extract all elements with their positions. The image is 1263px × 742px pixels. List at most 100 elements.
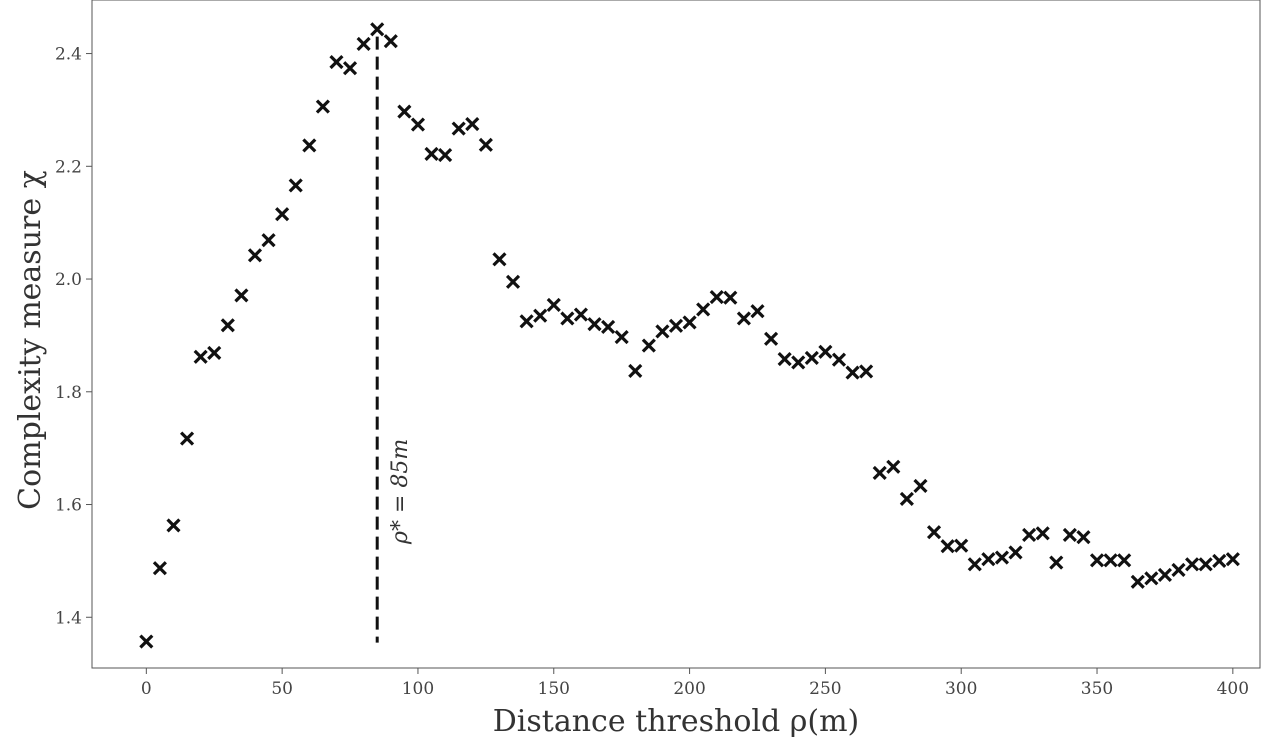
data-point xyxy=(546,297,561,313)
data-point xyxy=(180,431,195,446)
data-point xyxy=(1185,557,1200,572)
data-point xyxy=(573,307,588,322)
data-point xyxy=(424,146,439,161)
x-tick-label: 350 xyxy=(1081,679,1113,699)
data-point xyxy=(628,363,643,378)
data-point xyxy=(1117,553,1132,568)
data-point xyxy=(1198,557,1213,572)
data-point xyxy=(478,137,493,152)
y-axis-ticks: 1.4 1.6 1.8 2.0 2.2 2.4 xyxy=(55,45,92,628)
data-point xyxy=(315,99,330,114)
x-axis-ticks: 0 50 100 150 200 250 300 350 400 xyxy=(141,668,1249,699)
data-point xyxy=(207,345,222,360)
x-tick-label: 400 xyxy=(1217,679,1249,699)
data-point xyxy=(139,634,154,649)
data-point xyxy=(465,116,480,132)
data-point xyxy=(750,304,765,319)
data-point xyxy=(994,550,1010,565)
data-point xyxy=(696,302,711,317)
data-point xyxy=(1130,574,1145,589)
data-point xyxy=(329,54,344,70)
data-point xyxy=(804,350,819,366)
data-point xyxy=(410,117,426,132)
data-point xyxy=(247,248,263,263)
data-point xyxy=(614,330,629,345)
data-point xyxy=(1049,555,1064,570)
data-point xyxy=(302,138,317,153)
data-point xyxy=(397,104,412,119)
data-point xyxy=(777,352,792,367)
data-point xyxy=(560,311,575,326)
data-point xyxy=(220,318,235,333)
data-point xyxy=(261,233,276,248)
data-point xyxy=(438,147,453,163)
data-point xyxy=(451,121,466,136)
data-point xyxy=(1035,526,1050,541)
data-point xyxy=(601,319,616,335)
data-point xyxy=(886,459,901,474)
x-tick-label: 100 xyxy=(402,679,434,699)
data-point xyxy=(492,252,507,267)
data-point xyxy=(342,61,358,76)
data-point xyxy=(736,311,751,326)
data-point xyxy=(668,318,684,333)
data-point xyxy=(967,557,982,572)
data-point xyxy=(764,331,779,346)
y-axis-title: Complexity measure χ xyxy=(13,170,48,510)
data-point xyxy=(709,290,724,305)
data-point xyxy=(288,178,303,193)
data-point xyxy=(845,365,860,380)
data-point xyxy=(587,317,602,332)
data-point xyxy=(1076,530,1091,545)
data-point xyxy=(370,22,385,37)
data-point xyxy=(275,207,290,222)
data-point xyxy=(954,538,969,553)
data-markers xyxy=(139,22,1240,649)
data-point xyxy=(519,314,534,329)
plot-frame xyxy=(91,0,1261,669)
y-tick-label: 1.6 xyxy=(55,496,82,516)
data-point xyxy=(655,324,670,339)
data-point xyxy=(505,274,521,289)
data-point xyxy=(1144,571,1159,586)
data-point xyxy=(641,338,656,353)
y-tick-label: 2.2 xyxy=(55,157,82,177)
data-point xyxy=(356,36,371,52)
data-point xyxy=(818,344,833,359)
data-point xyxy=(1089,553,1105,568)
data-point xyxy=(913,478,928,493)
x-tick-label: 150 xyxy=(538,679,570,699)
y-tick-label: 2.0 xyxy=(55,270,82,290)
data-point xyxy=(723,290,738,305)
data-point xyxy=(859,364,874,379)
data-point xyxy=(1157,567,1172,583)
data-point xyxy=(152,561,167,576)
x-tick-label: 300 xyxy=(945,679,977,699)
y-tick-label: 1.8 xyxy=(55,383,82,403)
y-tick-label: 1.4 xyxy=(55,608,82,628)
optimal-threshold-label: ρ* = 85m xyxy=(388,439,413,545)
y-tick-label: 2.4 xyxy=(55,45,82,65)
data-point xyxy=(234,288,249,303)
data-point xyxy=(1212,553,1227,568)
data-point xyxy=(1062,527,1077,543)
data-point xyxy=(1103,553,1118,568)
x-tick-label: 0 xyxy=(141,679,152,699)
data-point xyxy=(981,552,996,567)
x-tick-label: 200 xyxy=(673,679,705,699)
data-point xyxy=(533,308,548,323)
data-point xyxy=(682,315,697,330)
x-axis-title: Distance threshold ρ(m) xyxy=(493,704,859,739)
data-point xyxy=(193,349,208,364)
data-point xyxy=(872,465,887,481)
data-point xyxy=(1008,545,1023,560)
data-point xyxy=(926,525,942,540)
data-point xyxy=(791,355,806,370)
data-point xyxy=(1022,527,1037,543)
data-point xyxy=(831,352,847,367)
x-tick-label: 50 xyxy=(271,679,293,699)
x-tick-label: 250 xyxy=(809,679,841,699)
data-point xyxy=(383,34,398,49)
data-point xyxy=(1171,562,1186,577)
